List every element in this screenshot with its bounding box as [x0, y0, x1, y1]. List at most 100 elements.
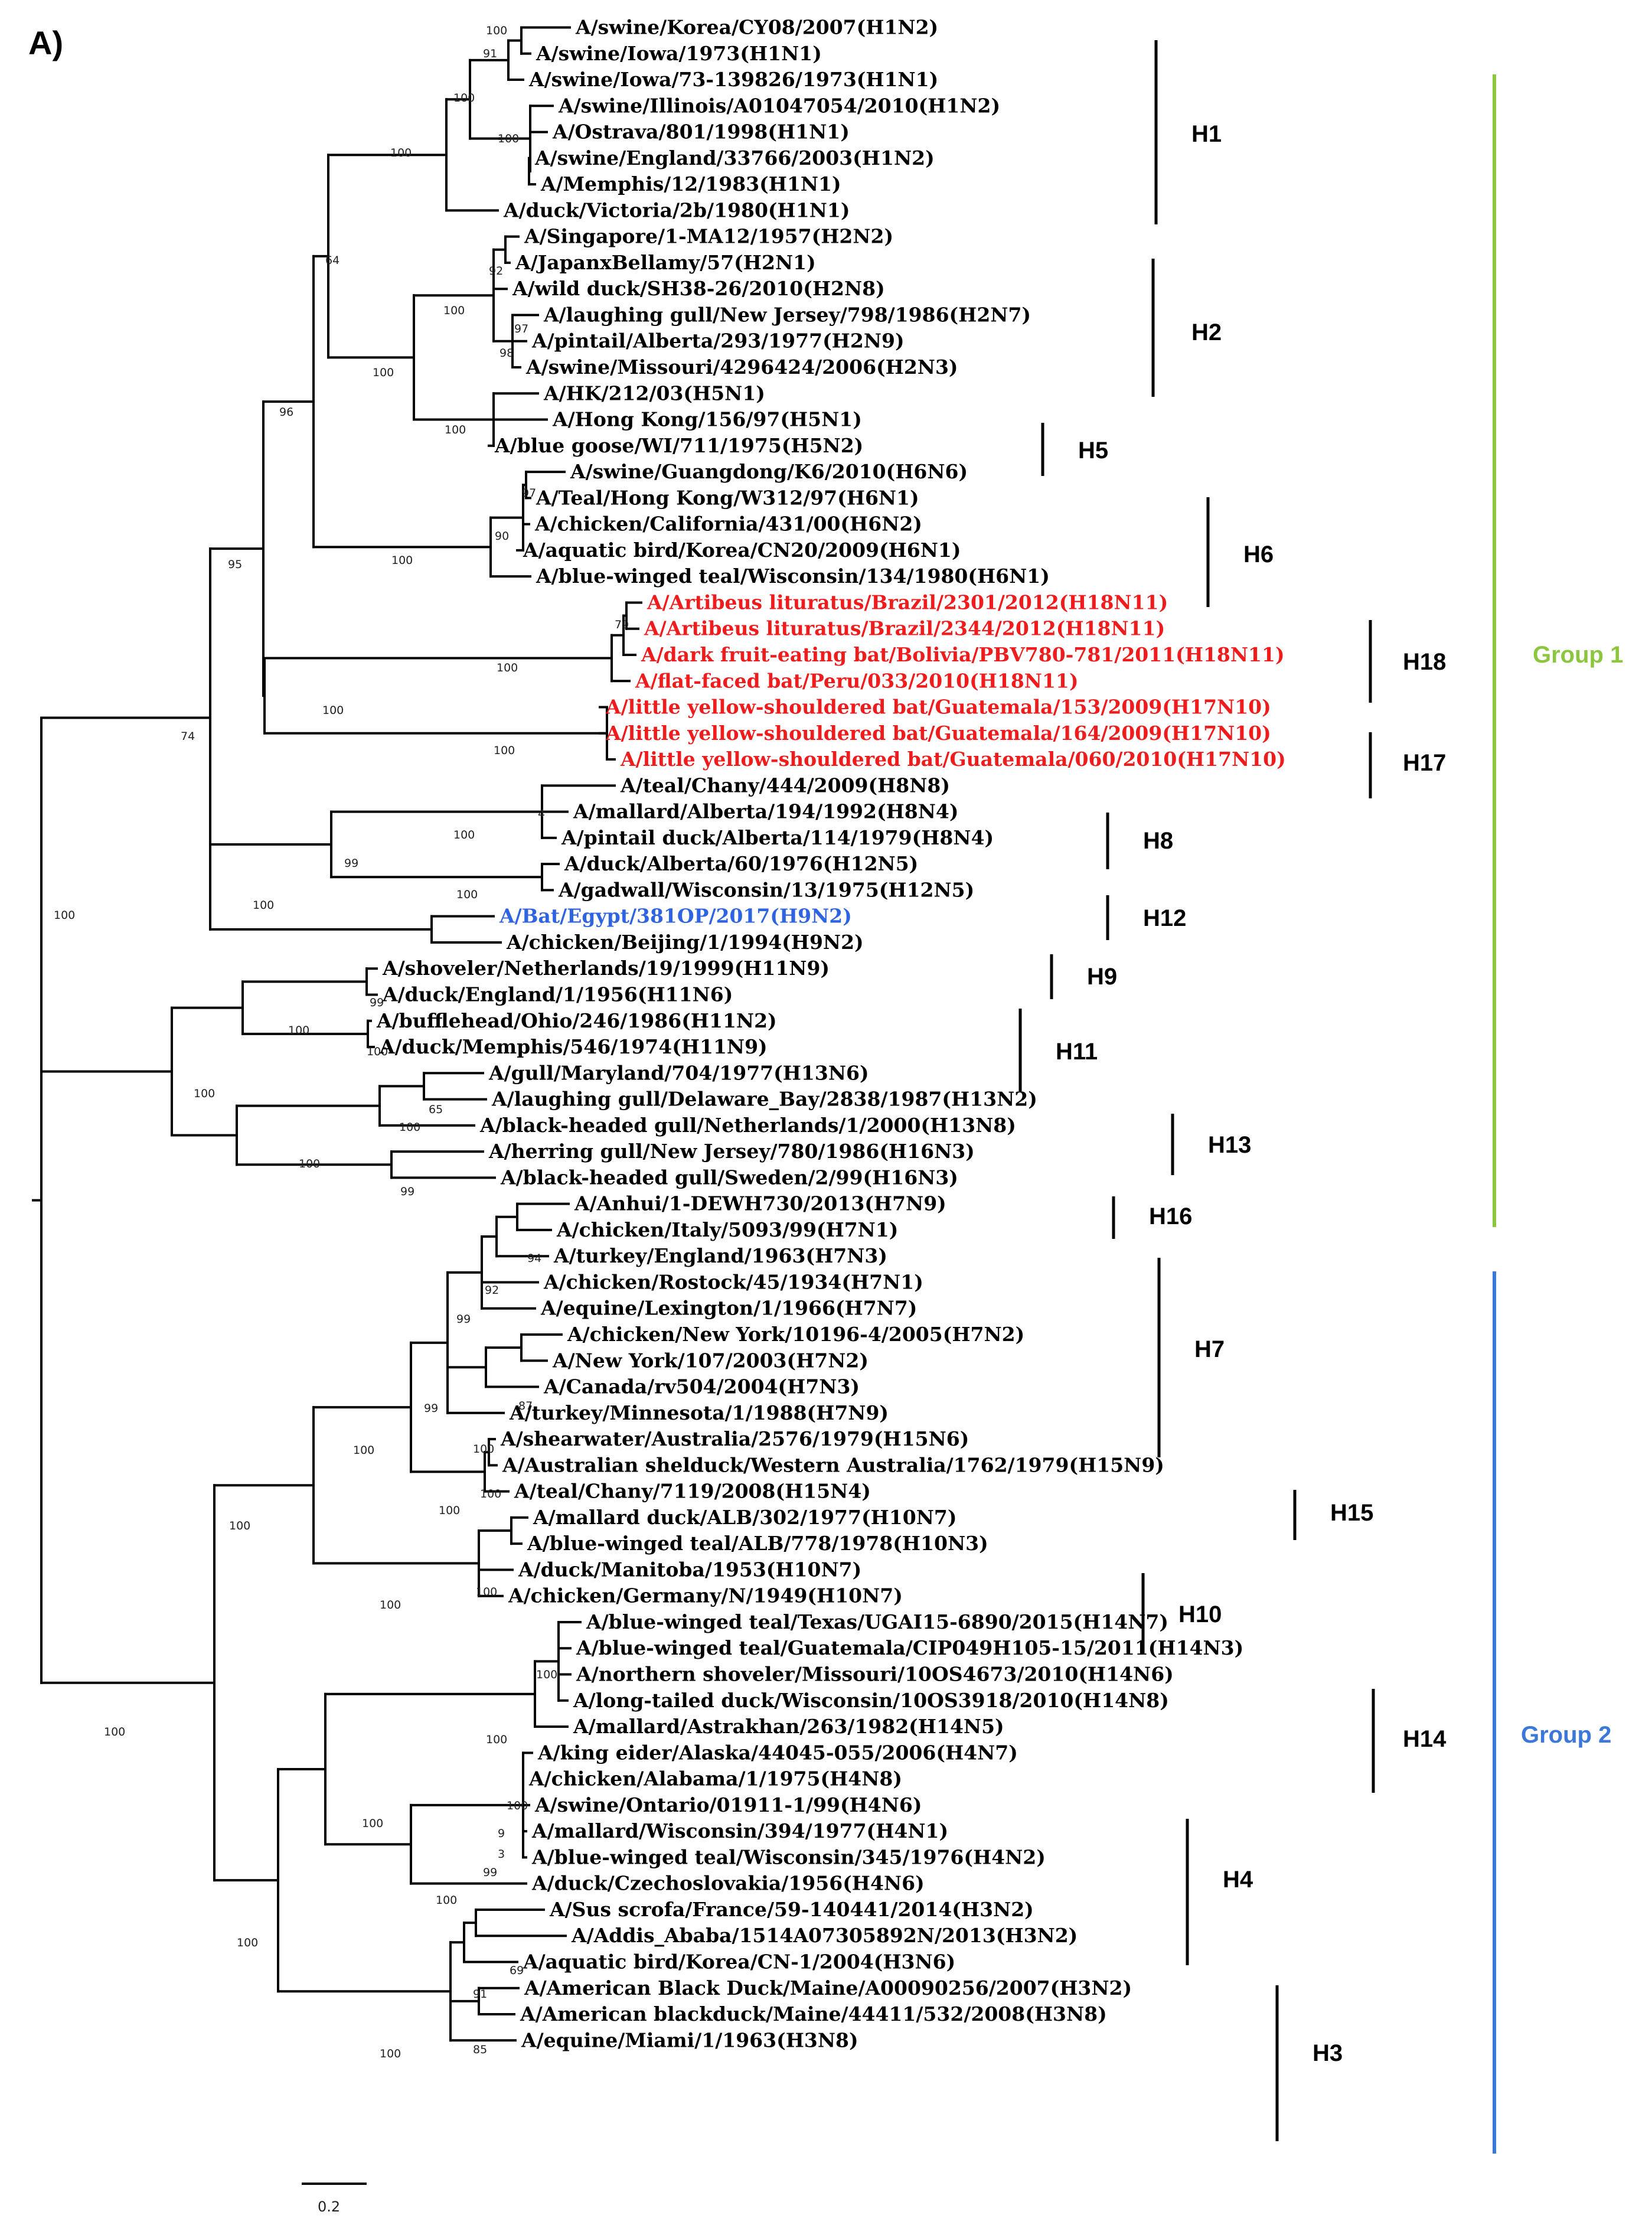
bootstrap-label: 99: [424, 1402, 438, 1415]
bootstrap-label: 100: [322, 704, 344, 717]
bootstrap-label: 100: [480, 1487, 501, 1500]
bootstrap-label: 100: [497, 661, 518, 674]
bootstrap-label: 64: [325, 254, 339, 267]
taxon-label: A/teal/Chany/7119/2008(H15N4): [514, 1480, 871, 1503]
taxon-label: A/blue goose/WI/711/1975(H5N2): [494, 434, 863, 457]
clade-label-h14: H14: [1403, 1726, 1447, 1752]
taxon-label: A/king eider/Alaska/44045-055/2006(H4N7): [537, 1741, 1018, 1764]
taxon-label: A/duck/Czechoslovakia/1956(H4N6): [531, 1872, 925, 1895]
bootstrap-label: 100: [391, 554, 413, 567]
taxon-label: A/blue-winged teal/Texas/UGAI15-6890/201…: [586, 1610, 1168, 1633]
taxon-label: A/chicken/New York/10196-4/2005(H7N2): [567, 1323, 1024, 1346]
bootstrap-label: 100: [237, 1936, 258, 1949]
bootstrap-label: 3: [498, 1848, 505, 1861]
bootstrap-label: 100: [194, 1087, 215, 1100]
taxon-label: A/little yellow-shouldered bat/Guatemala…: [605, 722, 1271, 745]
bootstrap-label: 100: [299, 1157, 320, 1170]
clade-label-h3: H3: [1313, 2040, 1343, 2066]
taxon-label: A/swine/Korea/CY08/2007(H1N2): [575, 16, 938, 39]
bootstrap-label: 91: [473, 1988, 487, 2001]
taxon-label: A/turkey/Minnesota/1/1988(H7N9): [509, 1401, 889, 1424]
clade-label-h7: H7: [1194, 1336, 1225, 1362]
bootstrap-label: 100: [507, 1799, 528, 1812]
taxon-label: A/Teal/Hong Kong/W312/97(H6N1): [536, 486, 919, 509]
taxon-label: A/swine/Iowa/1973(H1N1): [536, 42, 822, 65]
clade-label-h15: H15: [1330, 1500, 1373, 1526]
bootstrap-label: 97: [522, 487, 536, 500]
taxon-label: A/little yellow-shouldered bat/Guatemala…: [620, 748, 1286, 771]
bootstrap-label: 100: [456, 888, 478, 901]
bootstrap-label: 92: [485, 1284, 499, 1297]
scale-bar: 0.2: [302, 2183, 367, 2215]
bootstrap-label: 85: [473, 2043, 487, 2056]
bootstrap-label: 99: [370, 996, 384, 1009]
taxon-label: A/blue-winged teal/Wisconsin/345/1976(H4…: [531, 1845, 1046, 1868]
taxon-label: A/duck/England/1/1956(H11N6): [382, 983, 733, 1006]
clade-label-h4: H4: [1223, 1867, 1253, 1893]
taxon-label: A/Sus scrofa/France/59-140441/2014(H3N2): [549, 1898, 1034, 1921]
bootstrap-label: 100: [380, 2047, 401, 2060]
taxon-label: A/JapanxBellamy/57(H2N1): [515, 251, 816, 274]
clade-label-h6: H6: [1243, 541, 1274, 567]
bootstrap-label: 100: [253, 899, 274, 912]
clade-label-h18: H18: [1403, 649, 1446, 675]
taxon-label: A/long-tailed duck/Wisconsin/10OS3918/20…: [573, 1689, 1169, 1712]
taxon-label: A/Bat/Egypt/381OP/2017(H9N2): [499, 905, 852, 928]
taxon-label: A/mallard/Alberta/194/1992(H8N4): [573, 800, 958, 823]
bootstrap-label: 4: [538, 807, 545, 820]
scale-bar-label: 0.2: [318, 2198, 340, 2215]
taxon-label: A/aquatic bird/Korea/CN20/2009(H6N1): [523, 539, 961, 562]
taxon-label: A/HK/212/03(H5N1): [543, 381, 765, 405]
taxon-label: A/pintail duck/Alberta/114/1979(H8N4): [561, 826, 994, 849]
clade-label-h13: H13: [1208, 1132, 1251, 1158]
taxon-label: A/aquatic bird/Korea/CN-1/2004(H3N6): [523, 1950, 955, 1973]
taxon-label: A/teal/Chany/444/2009(H8N8): [620, 774, 950, 797]
taxon-label: A/swine/England/33766/2003(H1N2): [534, 146, 935, 169]
taxon-label: A/Singapore/1-MA12/1957(H2N2): [524, 225, 893, 248]
taxon-label: A/dark fruit-eating bat/Bolivia/PBV780-7…: [641, 643, 1285, 666]
bootstrap-label: 100: [536, 1668, 557, 1681]
taxon-label: A/northern shoveler/Missouri/10OS4673/20…: [576, 1663, 1174, 1686]
bootstrap-label: 99: [344, 857, 358, 870]
bootstrap-label: 100: [380, 1599, 401, 1612]
bootstrap-label: 100: [436, 1894, 457, 1907]
bootstrap-label: 100: [453, 828, 475, 841]
taxon-label: A/gadwall/Wisconsin/13/1975(H12N5): [558, 878, 974, 901]
bootstrap-label: 100: [54, 909, 75, 922]
taxon-label: A/flat-faced bat/Peru/033/2010(H18N11): [635, 669, 1079, 692]
taxon-label: A/Hong Kong/156/97(H5N1): [552, 408, 862, 431]
taxon-label: A/laughing gull/New Jersey/798/1986(H2N7…: [543, 303, 1031, 326]
taxon-label: A/New York/107/2003(H7N2): [552, 1349, 869, 1372]
taxon-label: A/blue-winged teal/Wisconsin/134/1980(H6…: [536, 565, 1050, 588]
taxon-label: A/little yellow-shouldered bat/Guatemala…: [605, 696, 1271, 719]
taxon-label: A/chicken/California/431/00(H6N2): [534, 513, 922, 536]
taxon-label: A/Addis_Ababa/1514A07305892N/2013(H3N2): [571, 1924, 1078, 1947]
taxon-label: A/Artibeus lituratus/Brazil/2301/2012(H1…: [647, 591, 1168, 614]
bootstrap-label: 99: [483, 1866, 497, 1879]
bootstrap-label: 99: [400, 1185, 414, 1198]
bootstrap-label: 100: [373, 366, 394, 379]
clade-label-h5: H5: [1078, 438, 1108, 464]
taxon-label: A/chicken/Alabama/1/1975(H4N8): [528, 1767, 902, 1790]
bootstrap-label: 96: [279, 406, 293, 419]
taxon-label: A/Anhui/1-DEWH730/2013(H7N9): [574, 1192, 946, 1215]
bootstrap-label: 99: [456, 1313, 471, 1326]
clade-label-h1: H1: [1191, 121, 1222, 147]
bootstrap-label: 100: [104, 1725, 125, 1738]
group-label-1: Group 1: [1533, 642, 1623, 668]
bootstrap-label: 97: [514, 322, 528, 335]
bootstrap-label: 100: [453, 92, 475, 105]
bootstrap-label: 100: [390, 146, 412, 159]
bootstrap-label: 100: [498, 132, 519, 145]
taxon-label: A/herring gull/New Jersey/780/1986(H16N3…: [488, 1140, 975, 1163]
taxon-label: A/swine/Illinois/A01047054/2010(H1N2): [558, 94, 1000, 117]
taxon-label: A/shoveler/Netherlands/19/1999(H11N9): [382, 957, 830, 980]
bootstrap-label: 91: [483, 47, 497, 60]
clade-label-h9: H9: [1087, 964, 1117, 990]
taxon-label: A/chicken/Italy/5093/99(H7N1): [556, 1218, 898, 1241]
clade-label-h8: H8: [1143, 828, 1173, 854]
taxon-label: A/duck/Memphis/546/1974(H11N9): [379, 1035, 768, 1058]
taxon-label: A/American Black Duck/Maine/A00090256/20…: [524, 1976, 1132, 1999]
clade-brackets: H1 H2 H5 H6 H18 H17 H8 H12 H9 H11 H13 H1…: [1018, 40, 1447, 2141]
taxon-label: A/wild duck/SH38-26/2010(H2N8): [512, 277, 885, 300]
